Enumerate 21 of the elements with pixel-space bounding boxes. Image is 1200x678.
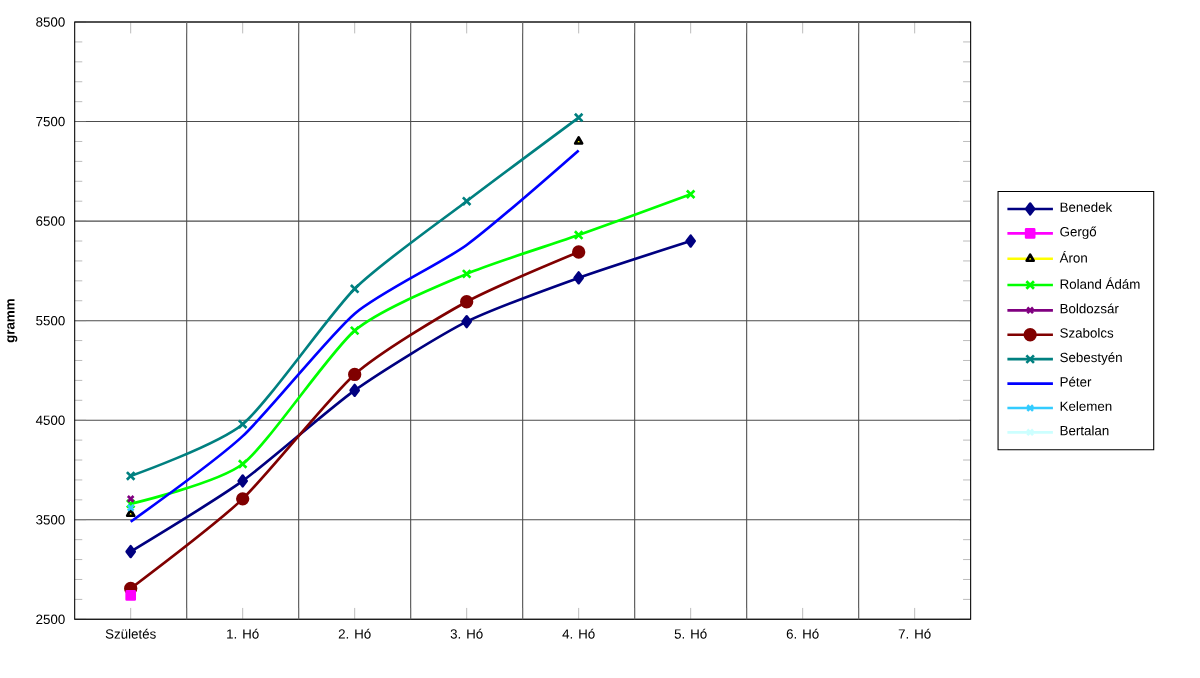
line-series <box>129 149 581 524</box>
point <box>237 419 248 430</box>
point <box>460 295 474 309</box>
point <box>237 474 249 488</box>
point <box>685 234 696 248</box>
point <box>573 136 584 145</box>
point <box>461 314 473 329</box>
point <box>461 268 472 279</box>
point <box>349 283 360 294</box>
point <box>349 325 360 336</box>
point <box>236 492 250 506</box>
point <box>237 458 248 470</box>
point <box>573 271 585 285</box>
point <box>125 544 137 559</box>
point <box>572 245 586 259</box>
point <box>125 508 136 518</box>
point <box>461 196 472 207</box>
point <box>573 229 584 241</box>
point <box>348 367 362 382</box>
point <box>349 383 361 398</box>
point <box>125 590 137 601</box>
